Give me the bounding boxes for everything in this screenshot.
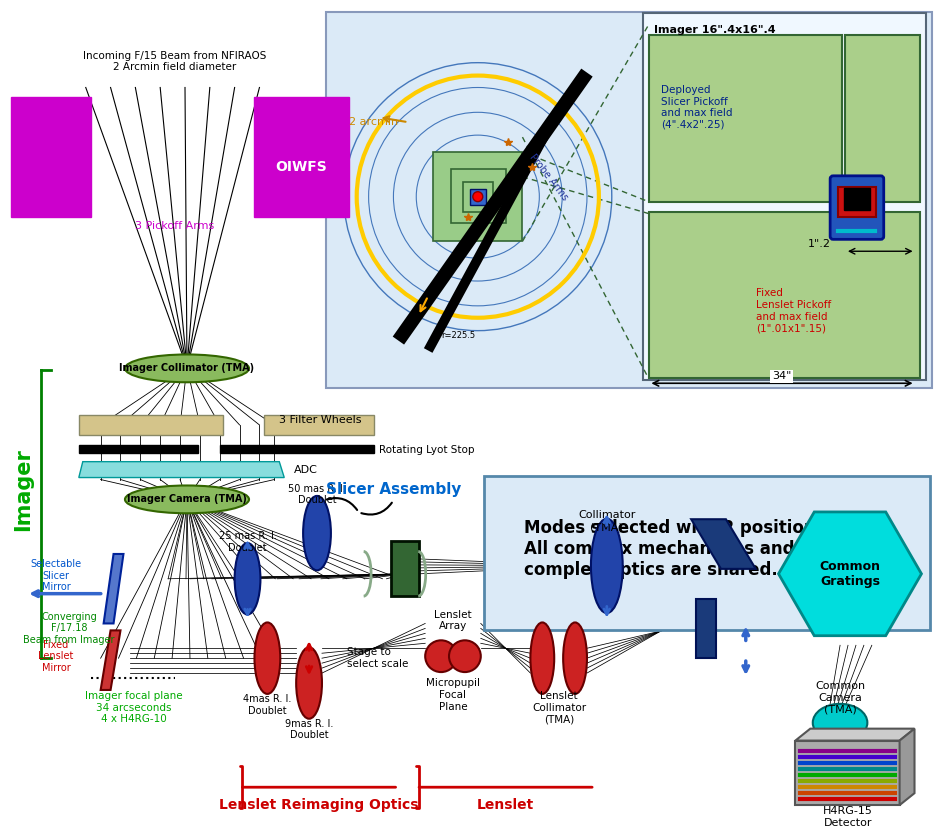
Text: 3 Filter Wheels: 3 Filter Wheels xyxy=(279,415,362,425)
FancyBboxPatch shape xyxy=(795,741,900,805)
Circle shape xyxy=(449,640,480,672)
FancyBboxPatch shape xyxy=(830,176,884,240)
Ellipse shape xyxy=(813,704,868,741)
Text: Imager focal plane
34 arcseconds
4 x H4RG-10: Imager focal plane 34 arcseconds 4 x H4R… xyxy=(85,691,182,725)
Text: H4RG-15
Detector: H4RG-15 Detector xyxy=(823,806,873,827)
FancyBboxPatch shape xyxy=(844,188,870,210)
FancyBboxPatch shape xyxy=(484,476,931,630)
FancyBboxPatch shape xyxy=(451,169,506,224)
Text: Modes selected with 2 position stages.
All complex mechanisms and the most
compl: Modes selected with 2 position stages. A… xyxy=(525,519,890,579)
Circle shape xyxy=(473,192,483,201)
Text: Micropupil
Focal
Plane: Micropupil Focal Plane xyxy=(426,678,480,711)
Text: Imager Camera (TMA): Imager Camera (TMA) xyxy=(127,494,247,504)
Text: Fixed
Lenslet Pickoff
and max field
(1".01x1".15): Fixed Lenslet Pickoff and max field (1".… xyxy=(756,288,831,333)
Text: Lenslet: Lenslet xyxy=(477,798,534,812)
Text: r=225.5: r=225.5 xyxy=(441,331,475,340)
Text: Rotating Lyot Stop: Rotating Lyot Stop xyxy=(379,445,474,455)
Text: Stage to
select scale: Stage to select scale xyxy=(347,647,408,669)
FancyBboxPatch shape xyxy=(220,445,373,453)
Ellipse shape xyxy=(255,622,280,694)
Text: Imager Collimator (TMA): Imager Collimator (TMA) xyxy=(119,363,255,373)
FancyBboxPatch shape xyxy=(649,211,920,378)
FancyBboxPatch shape xyxy=(649,35,842,201)
Text: Lenslet Reimaging Optics: Lenslet Reimaging Optics xyxy=(219,798,418,812)
Text: 2 arcmin: 2 arcmin xyxy=(349,117,398,127)
Text: 25 mas R. I.
Doublet: 25 mas R. I. Doublet xyxy=(219,531,276,553)
Ellipse shape xyxy=(125,485,249,514)
Text: Deployed
Slicer Pickoff
and max field
(4".4x2".25): Deployed Slicer Pickoff and max field (4… xyxy=(662,85,733,129)
Polygon shape xyxy=(691,519,756,569)
Text: Common
Gratings: Common Gratings xyxy=(820,559,881,588)
Ellipse shape xyxy=(296,647,322,719)
Polygon shape xyxy=(103,554,123,624)
FancyBboxPatch shape xyxy=(11,98,91,216)
FancyBboxPatch shape xyxy=(643,13,927,380)
FancyBboxPatch shape xyxy=(255,98,349,216)
Text: Incoming F/15 Beam from NFIRAOS
2 Arcmin field diameter: Incoming F/15 Beam from NFIRAOS 2 Arcmin… xyxy=(84,51,267,73)
Text: 1".2: 1".2 xyxy=(808,240,831,250)
Polygon shape xyxy=(795,729,915,741)
Polygon shape xyxy=(900,729,915,805)
Text: Selectable
Slicer
Mirror: Selectable Slicer Mirror xyxy=(30,559,82,592)
FancyBboxPatch shape xyxy=(326,12,932,388)
Circle shape xyxy=(425,640,457,672)
Polygon shape xyxy=(697,599,716,658)
FancyBboxPatch shape xyxy=(391,541,419,595)
Text: 50 mas R. I.
Doublet: 50 mas R. I. Doublet xyxy=(289,483,346,505)
Text: Slicer Assembly: Slicer Assembly xyxy=(326,482,462,497)
Text: Lenslet
Collimator
(TMA): Lenslet Collimator (TMA) xyxy=(532,691,587,725)
Text: Imager 16".4x16".4: Imager 16".4x16".4 xyxy=(654,25,776,35)
Ellipse shape xyxy=(530,622,555,694)
Text: Collimator
(TMA): Collimator (TMA) xyxy=(578,510,635,532)
Text: ADC: ADC xyxy=(294,464,318,474)
Text: 4mas R. I.
Doublet: 4mas R. I. Doublet xyxy=(243,694,291,716)
FancyBboxPatch shape xyxy=(838,187,876,216)
Ellipse shape xyxy=(235,543,260,615)
FancyBboxPatch shape xyxy=(845,35,920,201)
FancyBboxPatch shape xyxy=(433,152,523,241)
Text: Fixed
Lenslet
Mirror: Fixed Lenslet Mirror xyxy=(39,640,73,673)
Polygon shape xyxy=(101,630,120,690)
Text: 34": 34" xyxy=(772,372,791,382)
Ellipse shape xyxy=(303,496,331,570)
Text: 3 Pickoff Arms: 3 Pickoff Arms xyxy=(135,221,214,231)
Text: Imager: Imager xyxy=(13,448,33,531)
FancyBboxPatch shape xyxy=(462,182,493,211)
Text: Probe Arms: Probe Arms xyxy=(527,152,570,202)
Text: Lenslet
Array: Lenslet Array xyxy=(434,610,472,631)
Text: Converging
F/17.18
Beam from Imager: Converging F/17.18 Beam from Imager xyxy=(24,612,115,645)
Text: Common
Camera
(TMA): Common Camera (TMA) xyxy=(815,681,865,715)
FancyBboxPatch shape xyxy=(470,189,486,205)
FancyBboxPatch shape xyxy=(79,445,198,453)
Ellipse shape xyxy=(125,355,249,382)
Ellipse shape xyxy=(591,519,622,613)
Polygon shape xyxy=(778,512,921,635)
Text: OIWFS: OIWFS xyxy=(275,159,327,174)
FancyBboxPatch shape xyxy=(264,415,373,435)
Ellipse shape xyxy=(563,622,587,694)
Polygon shape xyxy=(79,462,284,478)
Text: 9mas R. I.
Doublet: 9mas R. I. Doublet xyxy=(285,719,334,741)
FancyBboxPatch shape xyxy=(79,415,223,435)
